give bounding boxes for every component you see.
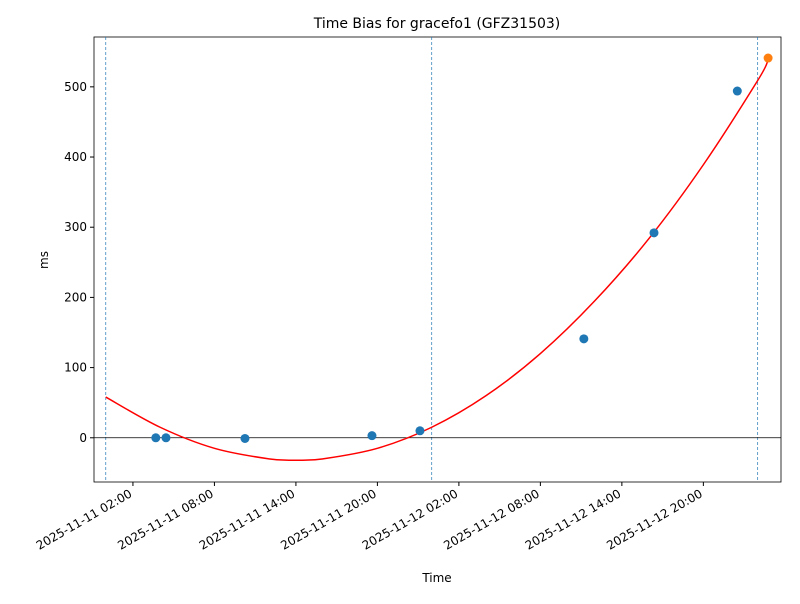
data-point	[415, 426, 425, 436]
chart-title: Time Bias for gracefo1 (GFZ31503)	[313, 16, 561, 32]
data-point	[161, 433, 171, 443]
data-point	[579, 334, 589, 344]
fit-curve	[105, 59, 769, 462]
data-point	[240, 433, 250, 443]
data-point	[367, 431, 377, 441]
y-tick-label: 200	[64, 290, 87, 304]
data-point	[732, 86, 742, 96]
y-tick-label: 0	[79, 431, 87, 445]
y-tick-label: 300	[64, 220, 87, 234]
y-tick-label: 400	[64, 150, 87, 164]
data-point	[151, 433, 161, 443]
data-point	[763, 53, 773, 63]
data-point	[649, 228, 659, 238]
y-tick-label: 500	[64, 80, 87, 94]
x-axis-label: Time	[421, 571, 451, 585]
plot-area	[93, 36, 782, 483]
y-axis-label: ms	[37, 251, 51, 269]
y-tick-label: 100	[64, 361, 87, 375]
